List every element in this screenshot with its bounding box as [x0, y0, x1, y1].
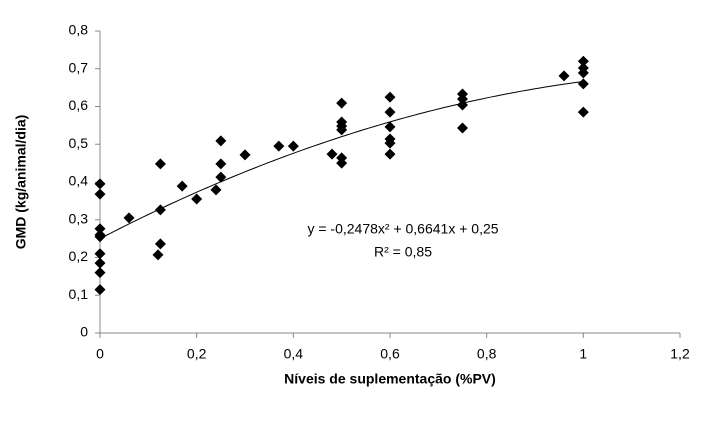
x-tick-label: 0,6: [380, 346, 400, 362]
x-tick-label: 0,4: [284, 346, 304, 362]
data-point: [94, 284, 106, 296]
data-point: [154, 204, 166, 216]
y-tick-label: 0,2: [69, 248, 89, 264]
data-point: [94, 231, 106, 243]
data-point: [239, 149, 251, 161]
y-tick-label: 0,3: [69, 210, 89, 226]
data-point: [336, 124, 348, 136]
data-point: [384, 106, 396, 118]
y-tick-label: 0,8: [69, 22, 89, 38]
y-tick-label: 0: [80, 324, 88, 340]
r-squared: R² = 0,85: [374, 244, 432, 260]
data-point: [215, 158, 227, 170]
x-axis-label: Níveis de suplementação (%PV): [284, 371, 496, 387]
trend-equation: y = -0,2478x² + 0,6641x + 0,25: [307, 221, 498, 237]
data-point: [215, 171, 227, 183]
data-point: [154, 238, 166, 250]
data-point: [94, 248, 106, 260]
data-point: [384, 148, 396, 160]
y-tick-label: 0,7: [69, 59, 89, 75]
data-point: [94, 188, 106, 200]
data-point: [384, 91, 396, 103]
data-point: [215, 135, 227, 147]
data-point: [577, 78, 589, 90]
data-point: [577, 55, 589, 67]
y-axis-label: GMD (kg/animal/dia): [13, 115, 29, 250]
y-tick-label: 0,1: [69, 286, 89, 302]
data-point: [384, 121, 396, 133]
data-point: [457, 93, 468, 105]
x-tick-label: 0: [96, 346, 104, 362]
data-point: [94, 223, 106, 235]
data-point: [94, 178, 106, 190]
trendline: [99, 80, 584, 240]
x-tick-label: 1,2: [670, 346, 690, 362]
data-point: [210, 184, 222, 196]
data-point: [384, 137, 396, 149]
data-point: [326, 148, 338, 160]
data-point: [123, 212, 135, 224]
data-point: [191, 193, 203, 205]
x-tick-label: 1: [579, 346, 587, 362]
data-point: [336, 157, 348, 169]
data-point: [94, 257, 106, 269]
data-point: [94, 267, 106, 279]
data-point: [577, 106, 589, 118]
data-point: [336, 97, 348, 109]
data-point: [287, 140, 299, 152]
data-point: [577, 67, 589, 79]
data-point: [176, 180, 188, 192]
y-tick-label: 0,6: [69, 97, 89, 113]
data-point: [457, 122, 468, 134]
x-tick-label: 0,8: [477, 346, 497, 362]
data-point: [154, 158, 166, 170]
data-point: [558, 70, 570, 82]
x-tick-label: 0,2: [187, 346, 207, 362]
data-point: [273, 140, 285, 152]
y-tick-label: 0,5: [69, 135, 89, 151]
data-point: [152, 249, 164, 261]
data-point: [457, 99, 468, 111]
y-tick-label: 0,4: [69, 173, 89, 189]
